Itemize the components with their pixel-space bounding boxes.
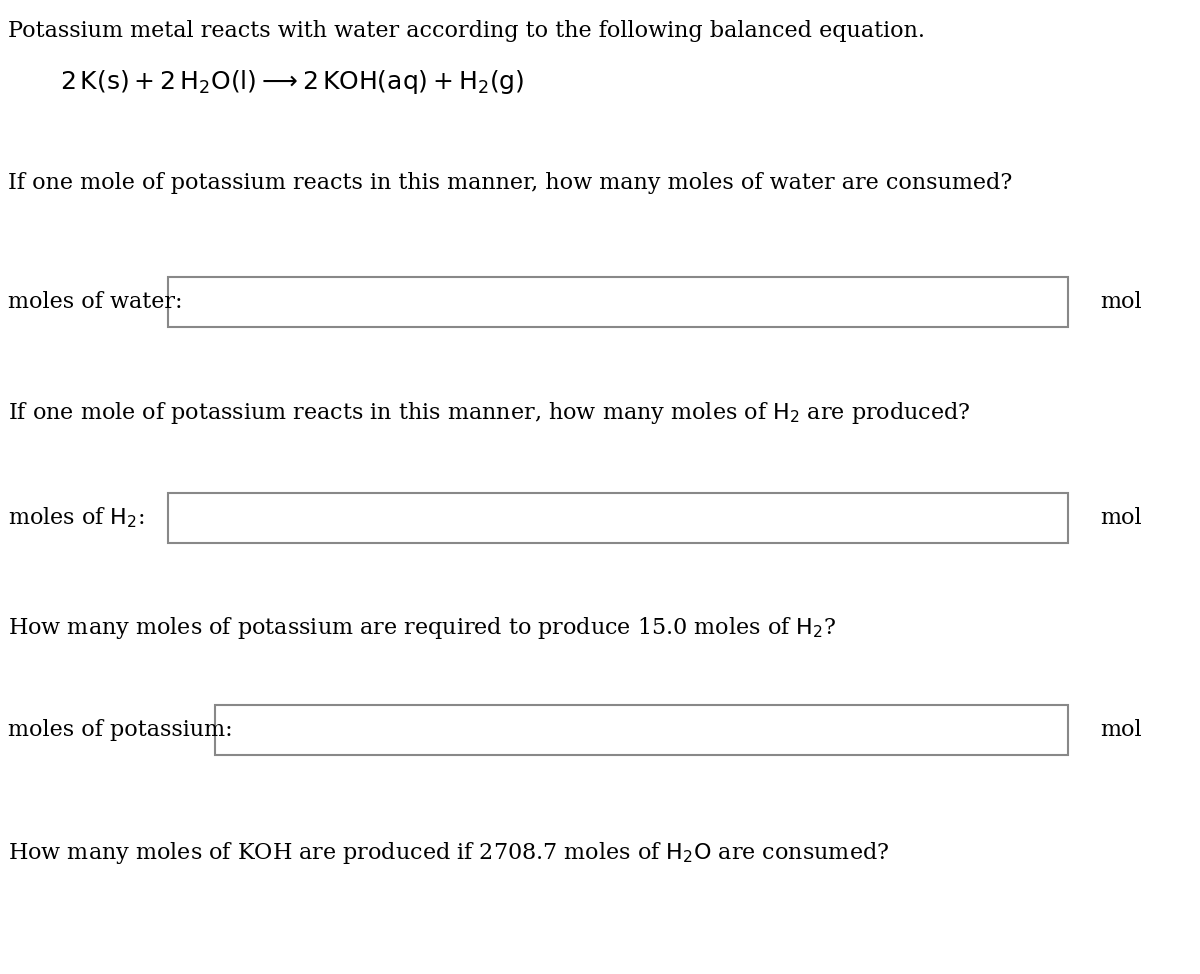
Text: mol: mol — [1100, 507, 1141, 529]
Text: How many moles of KOH are produced if 2708.7 moles of $\mathrm{H_2O}$ are consum: How many moles of KOH are produced if 27… — [8, 840, 889, 866]
Text: moles of water:: moles of water: — [8, 291, 182, 313]
Text: How many moles of potassium are required to produce 15.0 moles of $\mathrm{H_2}$: How many moles of potassium are required… — [8, 615, 836, 641]
Text: mol: mol — [1100, 291, 1141, 313]
Text: moles of potassium:: moles of potassium: — [8, 719, 233, 741]
FancyBboxPatch shape — [215, 705, 1068, 755]
Text: If one mole of potassium reacts in this manner, how many moles of water are cons: If one mole of potassium reacts in this … — [8, 172, 1013, 194]
Text: $2\,\mathrm{K(s)} + 2\,\mathrm{H_2O(l)} \longrightarrow 2\,\mathrm{KOH(aq)} + \m: $2\,\mathrm{K(s)} + 2\,\mathrm{H_2O(l)} … — [60, 68, 524, 96]
FancyBboxPatch shape — [168, 277, 1068, 327]
Text: moles of $\mathrm{H_2}$:: moles of $\mathrm{H_2}$: — [8, 506, 145, 530]
Text: mol: mol — [1100, 719, 1141, 741]
Text: Potassium metal reacts with water according to the following balanced equation.: Potassium metal reacts with water accord… — [8, 20, 925, 42]
FancyBboxPatch shape — [168, 493, 1068, 543]
Text: If one mole of potassium reacts in this manner, how many moles of $\mathrm{H_2}$: If one mole of potassium reacts in this … — [8, 400, 971, 426]
